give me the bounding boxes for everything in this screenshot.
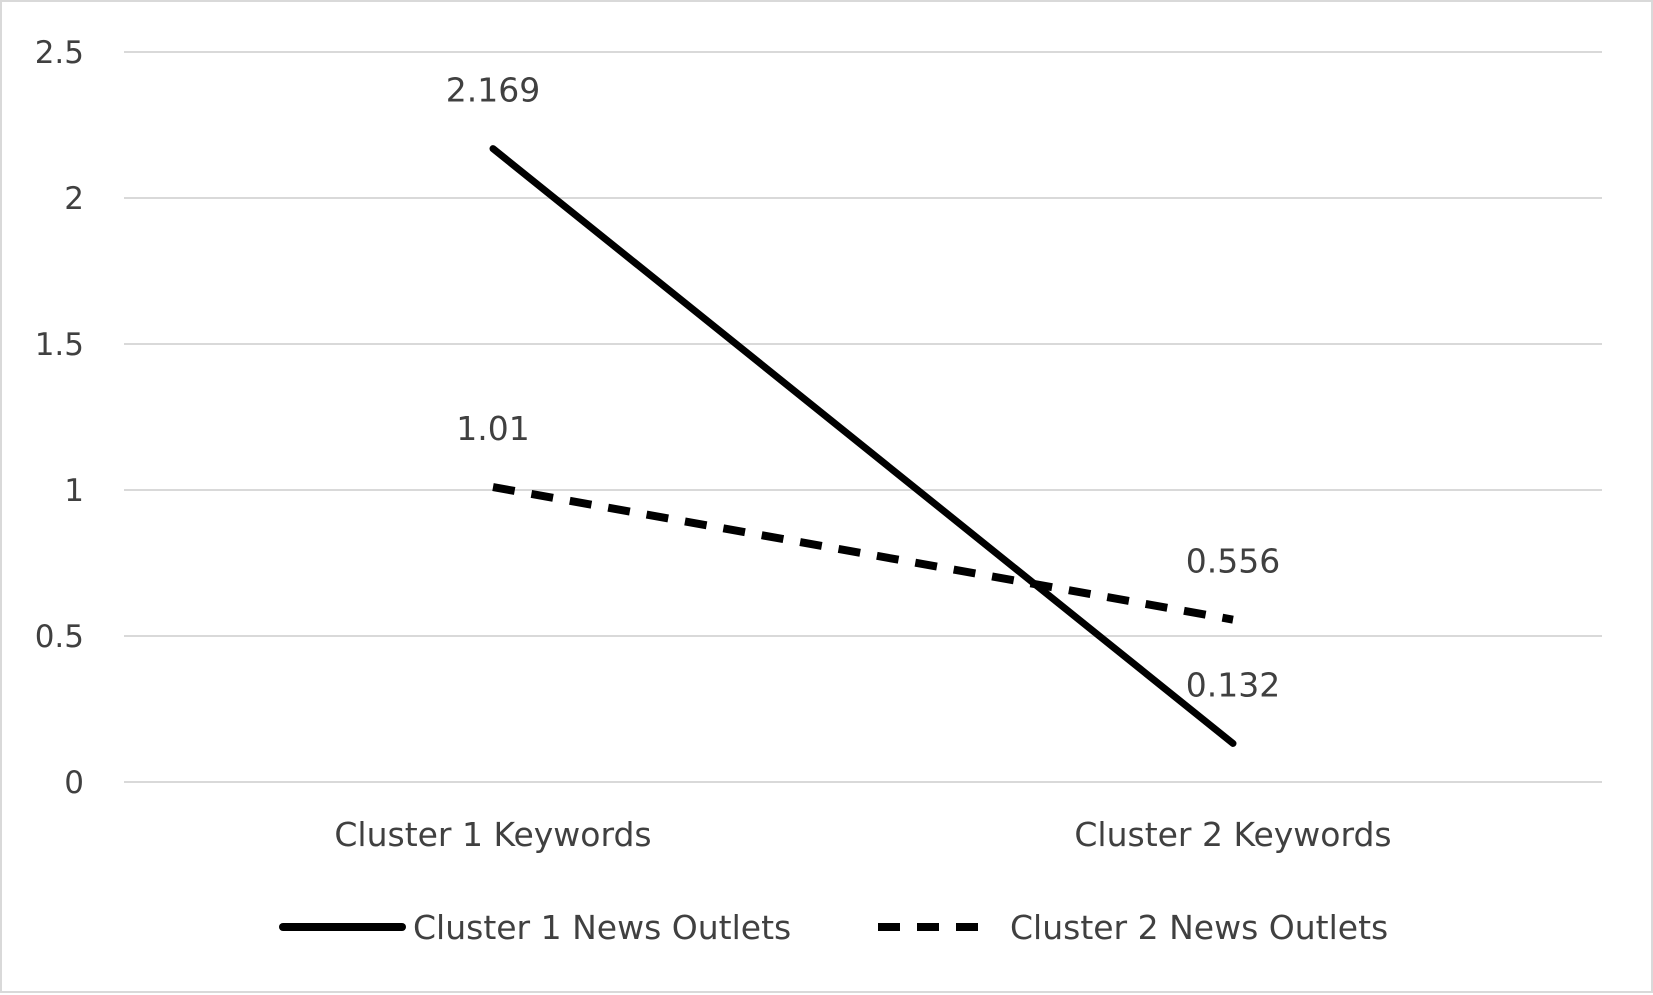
x-category-label: Cluster 1 Keywords (334, 815, 651, 854)
y-tick-label: 1.5 (35, 327, 84, 363)
legend-item-2: Cluster 2 News Outlets (878, 908, 1388, 947)
x-axis-category-labels: Cluster 1 Keywords Cluster 2 Keywords (334, 815, 1391, 854)
y-axis-tick-labels: 0 0.5 1 1.5 2 2.5 (35, 35, 84, 801)
y-tick-label: 1 (64, 473, 84, 509)
y-tick-label: 0.5 (35, 619, 84, 655)
data-label: 1.01 (456, 409, 529, 448)
y-tick-label: 0 (64, 765, 84, 801)
series-lines (489, 145, 1237, 747)
data-label: 2.169 (446, 71, 540, 110)
data-labels: 2.169 0.132 1.01 0.556 (446, 71, 1280, 705)
legend: Cluster 1 News Outlets Cluster 2 News Out… (279, 908, 1388, 947)
series-line-2 (492, 483, 1234, 624)
legend-label: Cluster 1 News Outlets (413, 908, 791, 947)
series-line-1 (489, 145, 1237, 747)
y-tick-label: 2 (64, 181, 84, 217)
data-label: 0.556 (1186, 542, 1280, 581)
legend-label: Cluster 2 News Outlets (1010, 908, 1388, 947)
data-label: 0.132 (1186, 665, 1280, 704)
y-tick-label: 2.5 (35, 35, 84, 71)
legend-item-1: Cluster 1 News Outlets (279, 908, 791, 947)
x-category-label: Cluster 2 Keywords (1074, 815, 1391, 854)
gridlines (124, 51, 1602, 783)
